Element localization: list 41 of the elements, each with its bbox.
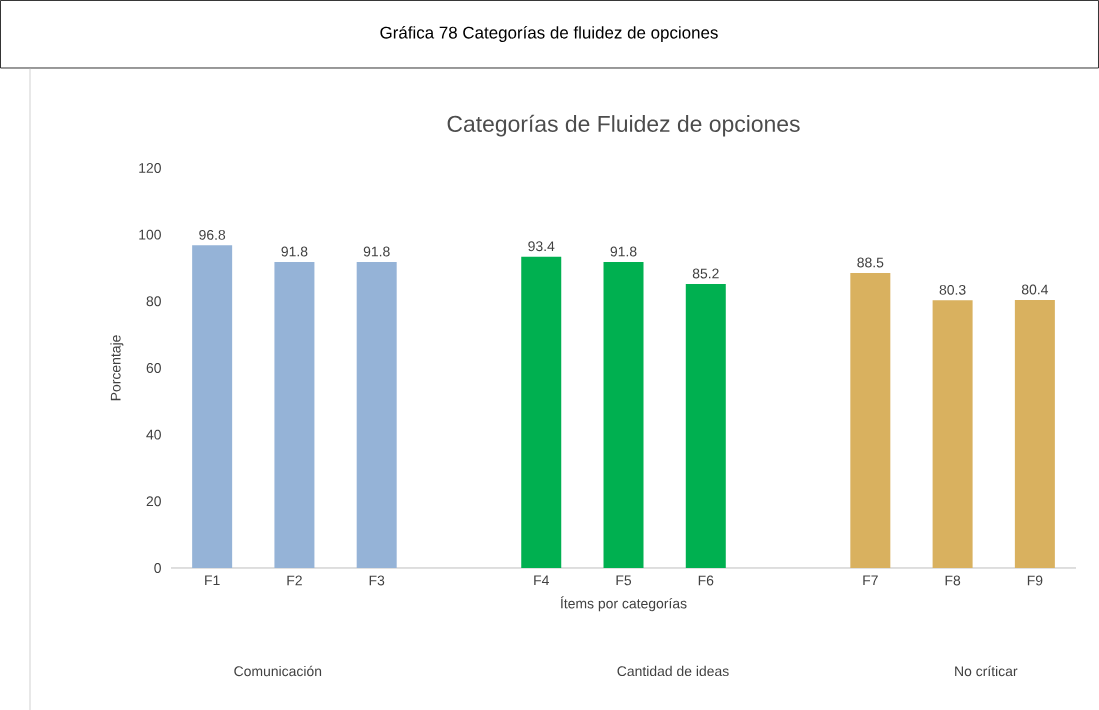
data-label: 91.8 — [281, 246, 308, 257]
text: Gráfica 78 Categorías de fluidez de opciones — [380, 25, 718, 42]
x-tick-label: F6 — [698, 575, 714, 586]
y-tick-label: 20 — [146, 496, 161, 507]
x-tick-label: F1 — [205, 575, 220, 585]
data-label: 91.8 — [363, 246, 390, 257]
data-label: 91.8 — [610, 246, 637, 257]
x-tick-label: F3 — [369, 575, 385, 586]
bar — [603, 261, 644, 568]
data-label: 80.4 — [1021, 284, 1049, 295]
y-tick-label: 40 — [146, 429, 161, 440]
y-tick-label: 80 — [146, 296, 161, 307]
bar — [850, 272, 891, 568]
data-label: 80.3 — [939, 284, 966, 295]
x-tick-label: F8 — [945, 575, 961, 586]
bar — [192, 245, 233, 568]
y-tick-label: 0 — [154, 562, 161, 573]
x-tick-label: F2 — [287, 575, 302, 586]
data-label: 85.2 — [692, 268, 719, 279]
x-axis-title: Ítems por categorías — [560, 596, 687, 612]
bar — [521, 256, 562, 568]
y-axis-title: Porcentaje — [110, 335, 124, 401]
y-tick-label: 60 — [146, 362, 161, 373]
text: Cantidad de ideas — [617, 665, 729, 676]
data-label: 88.5 — [857, 257, 884, 268]
bar — [932, 300, 973, 568]
text: No críticar — [955, 665, 1018, 677]
chart-title: Categorías de Fluidez de opciones — [447, 114, 800, 137]
bar — [356, 261, 397, 568]
data-label: 93.4 — [528, 241, 555, 251]
bar — [685, 283, 726, 568]
y-tick-label: 100 — [139, 229, 161, 240]
y-tick-label: 120 — [139, 162, 161, 173]
x-tick-label: F5 — [616, 575, 632, 586]
x-tick-label: F7 — [863, 575, 878, 585]
x-tick-label: F4 — [534, 575, 549, 585]
text: Comunicación — [234, 665, 322, 677]
x-tick-label: F9 — [1027, 575, 1043, 586]
data-label: 96.8 — [199, 229, 226, 240]
bar — [1014, 299, 1055, 568]
bar — [274, 261, 315, 568]
